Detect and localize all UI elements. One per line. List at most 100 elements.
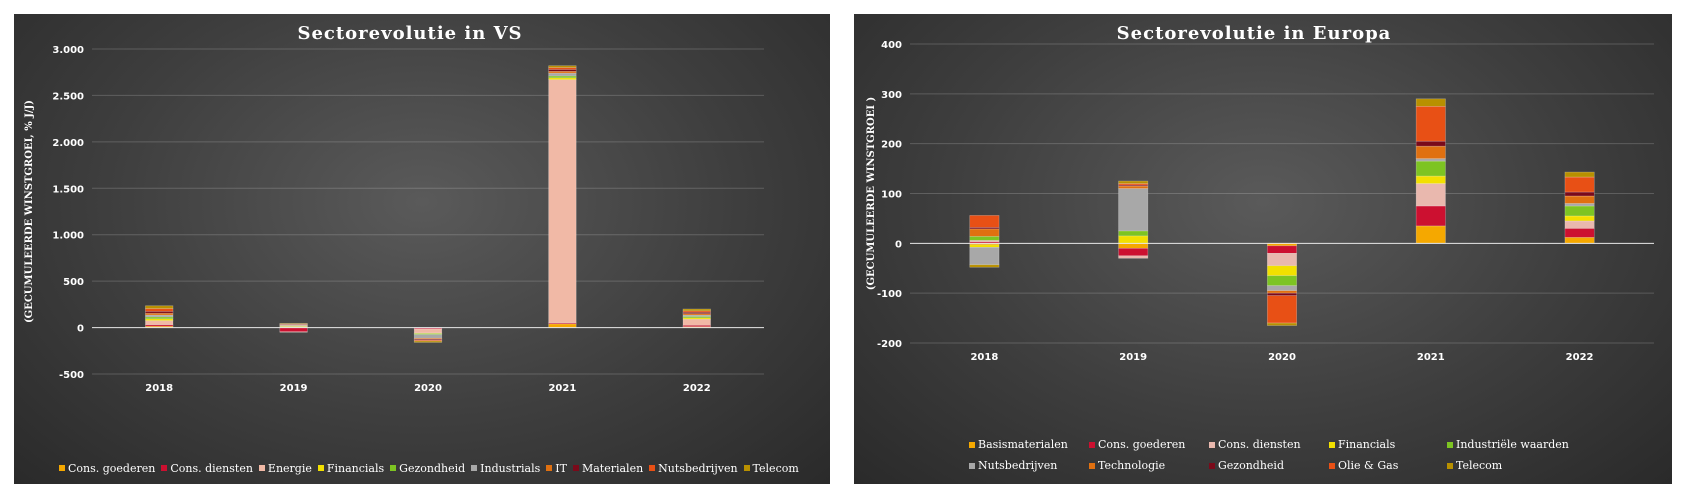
bar-segment-vs-2022-3	[682, 317, 711, 320]
legend-swatch	[59, 465, 65, 471]
legend-swatch	[572, 465, 579, 471]
bar-segment-eu-2018-9	[969, 264, 1000, 268]
y-tick-label-eu: 200	[881, 140, 902, 151]
legend-label: Telecom	[1456, 459, 1503, 472]
bar-segment-vs-2020-5	[413, 334, 443, 339]
legend-label: Telecom	[752, 461, 799, 475]
legend-item-eu: Technologie	[1089, 459, 1209, 472]
legend-swatch	[1089, 462, 1095, 469]
bar-segment-vs-2021-2	[548, 79, 577, 324]
bar-segment-eu-2018-3	[969, 244, 1000, 248]
bar-segment-eu-2020-6	[1267, 290, 1297, 294]
y-tick-label-vs: 2.000	[52, 138, 84, 149]
legend-swatch	[161, 465, 168, 471]
bar-segment-eu-2018-6	[969, 228, 1000, 237]
legend-swatch	[969, 462, 975, 469]
legend-label: Industriële waarden	[1456, 438, 1569, 451]
bar-segment-eu-2021-0	[1415, 225, 1446, 244]
bar-segment-eu-2021-2	[1415, 183, 1446, 207]
legend-swatch	[317, 465, 324, 471]
x-tick-label-vs: 2022	[683, 383, 711, 394]
bar-segment-eu-2020-3	[1267, 265, 1297, 277]
legend-item-vs: Nutsbedrijven	[649, 462, 738, 475]
x-tick-label-eu: 2022	[1566, 352, 1594, 363]
bar-segment-eu-2022-7	[1564, 191, 1595, 197]
legend-item-vs: Financials	[317, 462, 384, 475]
bar-segment-vs-2019-1	[279, 327, 308, 333]
chart-vs: Sectorevolutie in VS (GECUMULEERDE WINSTG…	[24, 23, 764, 394]
bar-segment-eu-2022-8	[1564, 176, 1595, 193]
legend-item-vs: Gezondheid	[390, 462, 465, 475]
legend-label: Basismaterialen	[978, 438, 1068, 451]
bar-segment-eu-2022-9	[1564, 171, 1595, 178]
bar-segment-vs-2018-2	[145, 320, 174, 326]
legend-label: Cons. goederen	[1098, 438, 1186, 451]
x-tick-label-vs: 2019	[280, 383, 308, 394]
x-tick-label-vs: 2018	[145, 383, 173, 394]
bar-segment-eu-2022-5	[1564, 203, 1595, 207]
y-tick-label-vs: 500	[63, 277, 84, 288]
legend-item-vs: Cons. diensten	[161, 462, 253, 475]
legend-item-vs: Materialen	[572, 461, 644, 475]
y-axis-label-eu: (GECUMULEERDE WINSTGROEI )	[866, 97, 877, 291]
legend-swatch	[1089, 441, 1095, 448]
bar-segment-eu-2022-3	[1564, 215, 1595, 222]
x-tick-label-vs: 2021	[548, 383, 576, 394]
chart-panel-eu: Sectorevolutie in Europa (GECUMULEERDE WI…	[854, 14, 1672, 484]
bar-segment-eu-2019-5	[1118, 188, 1149, 232]
bar-segment-eu-2021-8	[1415, 105, 1446, 142]
y-tick-label-eu: 0	[895, 239, 902, 250]
legend-eu: Basismaterialen Cons. goederen Cons. diens…	[969, 438, 1649, 472]
y-tick-label-vs: -500	[59, 370, 84, 381]
legend-swatch	[1209, 441, 1215, 448]
legend-item-vs: Energie	[258, 462, 312, 475]
bar-segment-vs-2021-5	[548, 72, 577, 77]
legend-label: Cons. diensten	[1218, 438, 1301, 451]
legend-swatch	[1329, 462, 1335, 469]
bar-segment-eu-2021-9	[1415, 98, 1446, 107]
chart-title-eu: Sectorevolutie in Europa	[1117, 23, 1392, 44]
y-tick-label-eu: -200	[877, 339, 902, 350]
bar-segment-eu-2020-4	[1267, 275, 1297, 286]
legend-swatch	[969, 441, 975, 448]
bar-segment-eu-2021-6	[1415, 145, 1446, 159]
y-tick-label-vs: 3.000	[52, 45, 84, 56]
y-tick-label-eu: 300	[881, 90, 902, 101]
chart-panel-vs: Sectorevolutie in VS (GECUMULEERDE WINSTG…	[14, 14, 830, 484]
legend-item-vs: Industrials	[471, 462, 540, 475]
bar-segment-eu-2019-4	[1118, 230, 1149, 237]
legend-label: Olie & Gas	[1338, 459, 1399, 472]
y-tick-label-vs: 2.500	[52, 91, 84, 102]
legend-item-eu: Cons. diensten	[1209, 438, 1329, 451]
legend-item-vs: Cons. goederen	[59, 462, 155, 475]
bar-segment-vs-2019-9	[279, 323, 308, 325]
legend-vs: Cons. goederen Cons. diensten Energie Finan…	[59, 461, 819, 475]
bar-segment-eu-2022-4	[1564, 205, 1595, 217]
y-tick-label-eu: 400	[881, 40, 902, 51]
legend-label: Financials	[1338, 438, 1396, 451]
legend-item-vs: IT	[546, 462, 567, 475]
legend-item-eu: Financials	[1329, 438, 1447, 451]
bar-segment-vs-2021-0	[548, 323, 577, 328]
bar-segment-eu-2021-3	[1415, 175, 1446, 184]
legend-item-eu: Cons. goederen	[1089, 438, 1209, 451]
legend-label: Materialen	[581, 461, 644, 475]
bar-segment-eu-2019-6	[1118, 185, 1149, 189]
legend-item-eu: Gezondheid	[1209, 459, 1329, 472]
bar-segment-vs-2019-2	[279, 331, 308, 333]
bar-segment-eu-2019-9	[1118, 180, 1149, 184]
bar-segment-eu-2019-1	[1118, 248, 1149, 257]
bar-segment-vs-2018-8	[145, 308, 174, 312]
x-tick-label-vs: 2020	[414, 383, 442, 394]
legend-label: Cons. diensten	[170, 461, 253, 475]
legend-swatch	[1209, 462, 1215, 469]
bar-segment-vs-2022-2	[682, 318, 711, 326]
bar-segment-vs-2020-2	[413, 328, 443, 334]
y-tick-label-eu: -100	[877, 289, 902, 300]
bar-segment-eu-2021-4	[1415, 160, 1446, 177]
legend-swatch	[649, 465, 656, 471]
legend-label: Gezondheid	[399, 461, 466, 475]
bar-segment-eu-2020-9	[1267, 322, 1297, 326]
y-tick-label-eu: 100	[881, 190, 902, 201]
legend-label: Technologie	[1098, 459, 1166, 472]
